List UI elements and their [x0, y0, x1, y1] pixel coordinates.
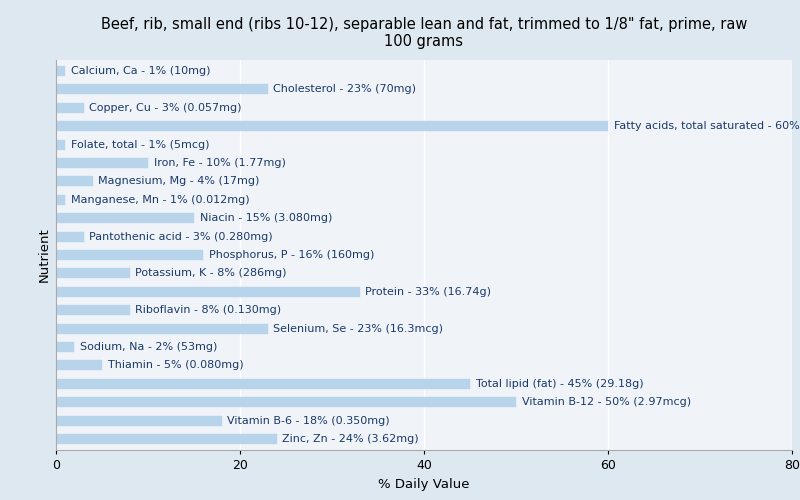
Text: Vitamin B-12 - 50% (2.97mcg): Vitamin B-12 - 50% (2.97mcg) [522, 397, 690, 407]
Text: Calcium, Ca - 1% (10mg): Calcium, Ca - 1% (10mg) [70, 66, 210, 76]
Bar [56, 397, 516, 407]
Bar [56, 416, 222, 426]
Bar [56, 378, 470, 389]
Bar [56, 103, 84, 113]
Text: Zinc, Zn - 24% (3.62mg): Zinc, Zn - 24% (3.62mg) [282, 434, 419, 444]
Text: Vitamin B-6 - 18% (0.350mg): Vitamin B-6 - 18% (0.350mg) [227, 416, 390, 426]
Bar [56, 121, 608, 132]
Text: Riboflavin - 8% (0.130mg): Riboflavin - 8% (0.130mg) [135, 305, 282, 315]
Text: Phosphorus, P - 16% (160mg): Phosphorus, P - 16% (160mg) [209, 250, 374, 260]
Bar [56, 360, 102, 370]
Text: Potassium, K - 8% (286mg): Potassium, K - 8% (286mg) [135, 268, 286, 278]
Text: Selenium, Se - 23% (16.3mcg): Selenium, Se - 23% (16.3mcg) [273, 324, 443, 334]
Text: Iron, Fe - 10% (1.77mg): Iron, Fe - 10% (1.77mg) [154, 158, 286, 168]
Text: Thiamin - 5% (0.080mg): Thiamin - 5% (0.080mg) [107, 360, 243, 370]
Bar [56, 342, 74, 352]
Bar [56, 195, 66, 205]
Bar [56, 250, 203, 260]
Bar [56, 66, 66, 76]
Bar [56, 305, 130, 315]
Text: Sodium, Na - 2% (53mg): Sodium, Na - 2% (53mg) [80, 342, 218, 352]
Text: Niacin - 15% (3.080mg): Niacin - 15% (3.080mg) [199, 213, 332, 223]
Title: Beef, rib, small end (ribs 10-12), separable lean and fat, trimmed to 1/8" fat, : Beef, rib, small end (ribs 10-12), separ… [101, 16, 747, 49]
Text: Protein - 33% (16.74g): Protein - 33% (16.74g) [365, 287, 491, 297]
Bar [56, 176, 93, 186]
Text: Fatty acids, total saturated - 60% (12.070g): Fatty acids, total saturated - 60% (12.0… [614, 121, 800, 131]
Bar [56, 84, 267, 94]
Bar [56, 158, 148, 168]
Text: Copper, Cu - 3% (0.057mg): Copper, Cu - 3% (0.057mg) [89, 103, 242, 113]
Text: Magnesium, Mg - 4% (17mg): Magnesium, Mg - 4% (17mg) [98, 176, 260, 186]
Bar [56, 434, 277, 444]
Bar [56, 268, 130, 278]
Text: Manganese, Mn - 1% (0.012mg): Manganese, Mn - 1% (0.012mg) [70, 195, 250, 205]
Text: Folate, total - 1% (5mcg): Folate, total - 1% (5mcg) [70, 140, 210, 149]
Text: Pantothenic acid - 3% (0.280mg): Pantothenic acid - 3% (0.280mg) [89, 232, 273, 241]
Bar [56, 324, 267, 334]
Text: Total lipid (fat) - 45% (29.18g): Total lipid (fat) - 45% (29.18g) [475, 379, 643, 389]
X-axis label: % Daily Value: % Daily Value [378, 478, 470, 490]
Bar [56, 232, 84, 241]
Bar [56, 286, 360, 297]
Text: Cholesterol - 23% (70mg): Cholesterol - 23% (70mg) [273, 84, 416, 94]
Bar [56, 213, 194, 224]
Bar [56, 140, 66, 149]
Y-axis label: Nutrient: Nutrient [38, 228, 50, 282]
